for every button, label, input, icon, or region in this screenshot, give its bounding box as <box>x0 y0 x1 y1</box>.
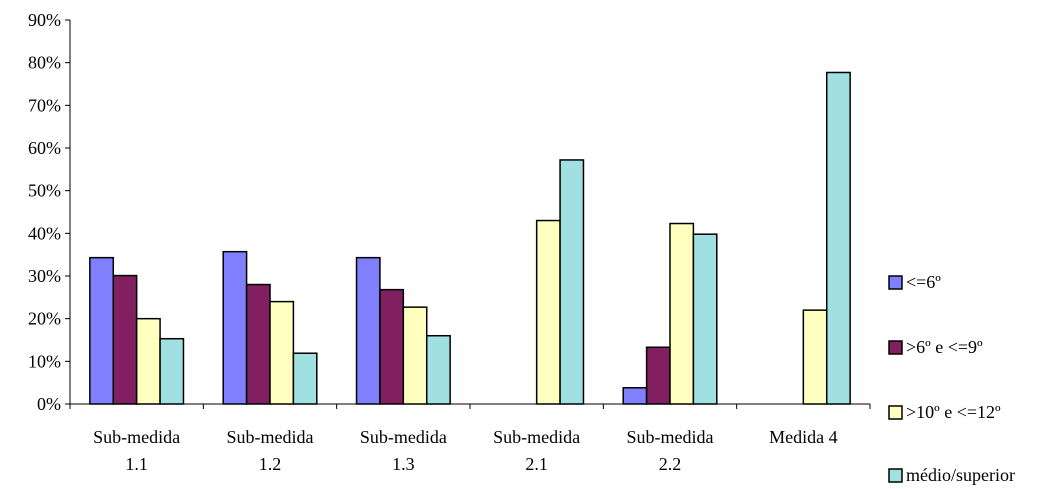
bar <box>159 337 185 405</box>
bar <box>269 300 295 405</box>
y-tick-label: 30% <box>28 266 61 286</box>
y-tick-label: 20% <box>28 309 61 329</box>
x-tick-label: 2.1 <box>525 454 548 474</box>
x-tick-label: Sub-medida <box>627 427 714 447</box>
x-tick-label: Sub-medida <box>493 427 580 447</box>
bar <box>825 71 851 405</box>
y-tick-label: 40% <box>28 223 61 243</box>
y-tick-label: 10% <box>28 351 61 371</box>
x-tick-label: 2.2 <box>659 454 682 474</box>
x-tick-label: Sub-medida <box>227 427 314 447</box>
legend-swatch <box>888 275 903 290</box>
bar <box>425 334 451 405</box>
bar <box>559 159 585 405</box>
legend-swatch <box>888 405 903 420</box>
y-tick-label: 0% <box>37 394 61 414</box>
bar <box>135 317 161 405</box>
bar <box>645 346 671 405</box>
bar <box>222 250 248 405</box>
legend-label: <=6º <box>906 272 941 292</box>
bar <box>692 233 718 405</box>
x-tick-label: 1.2 <box>259 454 282 474</box>
x-tick-label: Sub-medida <box>360 427 447 447</box>
bar <box>622 387 648 405</box>
bar <box>292 352 318 405</box>
legend-label: >6º e <=9º <box>906 337 983 357</box>
bar <box>379 288 405 405</box>
x-tick-label: Medida 4 <box>769 427 837 447</box>
y-tick-label: 90% <box>28 10 61 30</box>
legend: <=6º >6º e <=9º >10º e <=12º médio/superior <box>888 272 1015 485</box>
legend-label: >10º e <=12º <box>906 402 1001 422</box>
legend-swatch <box>888 340 903 355</box>
y-tick-label: 70% <box>28 95 61 115</box>
x-tick-label: Sub-medida <box>93 427 180 447</box>
y-tick-label: 80% <box>28 53 61 73</box>
bar <box>402 306 428 405</box>
bar <box>535 219 561 405</box>
bar <box>112 274 138 405</box>
legend-label: médio/superior <box>906 465 1015 485</box>
y-tick-label: 60% <box>28 138 61 158</box>
bar <box>802 309 828 405</box>
bar <box>355 256 381 405</box>
bar <box>669 222 695 405</box>
bar <box>89 256 115 405</box>
x-tick-label: 1.3 <box>392 454 415 474</box>
plot-area: 0% 10% 20% 30% 40% 50% 60% 70% 80% 90% Sub-medida 1… <box>28 10 871 474</box>
bar <box>245 283 271 405</box>
legend-swatch <box>888 468 903 483</box>
x-tick-label: 1.1 <box>125 454 148 474</box>
y-tick-label: 50% <box>28 181 61 201</box>
